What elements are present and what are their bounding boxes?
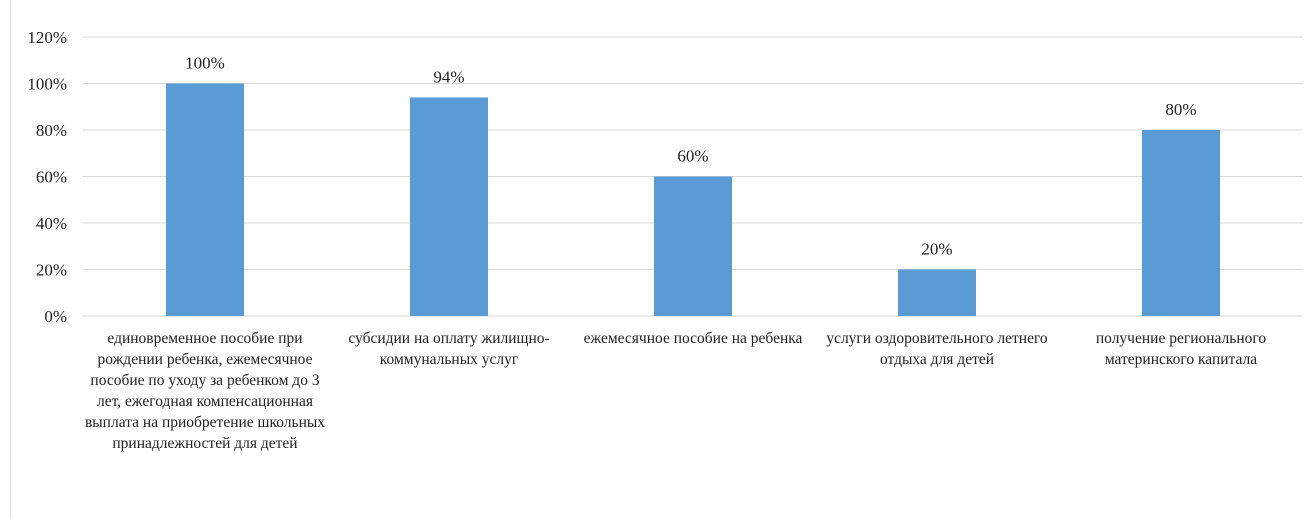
bar	[410, 97, 488, 316]
bar	[654, 176, 732, 316]
category-label: ежемесячное пособие на ребенка	[583, 330, 803, 347]
data-label: 94%	[433, 67, 464, 86]
data-label: 80%	[1165, 100, 1196, 119]
y-tick-label: 100%	[27, 75, 67, 94]
data-label: 20%	[921, 240, 952, 259]
category-label: субсидии на оплату жилищно-коммунальных …	[348, 330, 550, 368]
data-label: 100%	[185, 54, 225, 73]
chart-frame: 0% 20% 40% 60% 80% 100% 120% 100% 94% 60% 20% 80% е…	[10, 0, 1310, 518]
y-tick-label: 20%	[36, 261, 67, 280]
bar	[1142, 130, 1220, 316]
category-label: услуги оздоровительного летнего отдыха д…	[826, 330, 1048, 368]
y-tick-label: 0%	[44, 307, 67, 326]
category-label: единовременное пособие при рождении ребе…	[84, 330, 326, 452]
bar-chart: 0% 20% 40% 60% 80% 100% 120% 100% 94% 60% 20% 80%	[27, 28, 1303, 326]
y-tick-label: 120%	[27, 28, 67, 47]
y-tick-label: 60%	[36, 168, 67, 187]
data-label: 60%	[677, 147, 708, 166]
bar	[166, 83, 244, 316]
y-tick-label: 40%	[36, 214, 67, 233]
y-tick-label: 80%	[36, 121, 67, 140]
category-label: получение регионального материнского кап…	[1095, 330, 1267, 368]
bar	[898, 269, 976, 316]
